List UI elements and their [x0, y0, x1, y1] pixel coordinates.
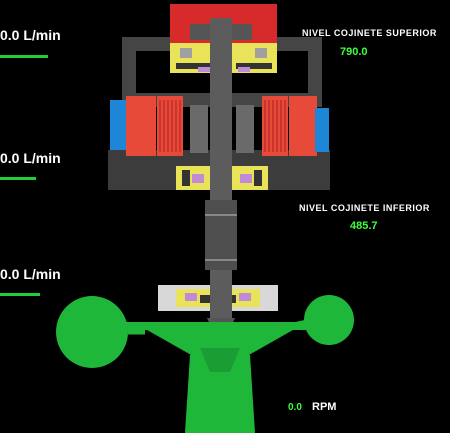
- flow-meter-2-value: 0.0 L/min: [0, 150, 61, 166]
- flow-meter-1-value: 0.0 L/min: [0, 27, 61, 43]
- stator-rotor: [110, 96, 329, 156]
- lower-bearing-level-value: 485.7: [350, 220, 378, 232]
- upper-oil-left: [198, 67, 210, 72]
- flow-meter-3-bar: [0, 293, 40, 296]
- stator-left-inner: [157, 96, 183, 156]
- lower-bearing-level-label: NIVEL COJINETE INFERIOR: [299, 203, 430, 213]
- main-shaft: [205, 18, 237, 340]
- cooler-left: [110, 100, 128, 150]
- upper-oil-right: [238, 67, 250, 72]
- flow-meter-2-bar: [0, 177, 36, 180]
- speed-unit: RPM: [312, 401, 337, 413]
- flow-meter-1-bar: [0, 55, 48, 58]
- spiral-case-left: [56, 296, 128, 368]
- upper-bearing-level-value: 790.0: [340, 46, 368, 58]
- stator-right-outer: [289, 96, 317, 156]
- cooler-right: [315, 108, 329, 152]
- rotor-right: [236, 105, 254, 153]
- upper-bearing-level-label: NIVEL COJINETE SUPERIOR: [302, 28, 437, 38]
- stator-right-inner: [262, 96, 288, 156]
- turbine-runner: [56, 295, 354, 433]
- flow-meter-3-value: 0.0 L/min: [0, 266, 61, 282]
- speed-value: 0.0: [288, 402, 302, 413]
- rotor-left: [190, 105, 208, 153]
- stator-left-outer: [126, 96, 156, 156]
- spiral-case-right: [304, 295, 354, 345]
